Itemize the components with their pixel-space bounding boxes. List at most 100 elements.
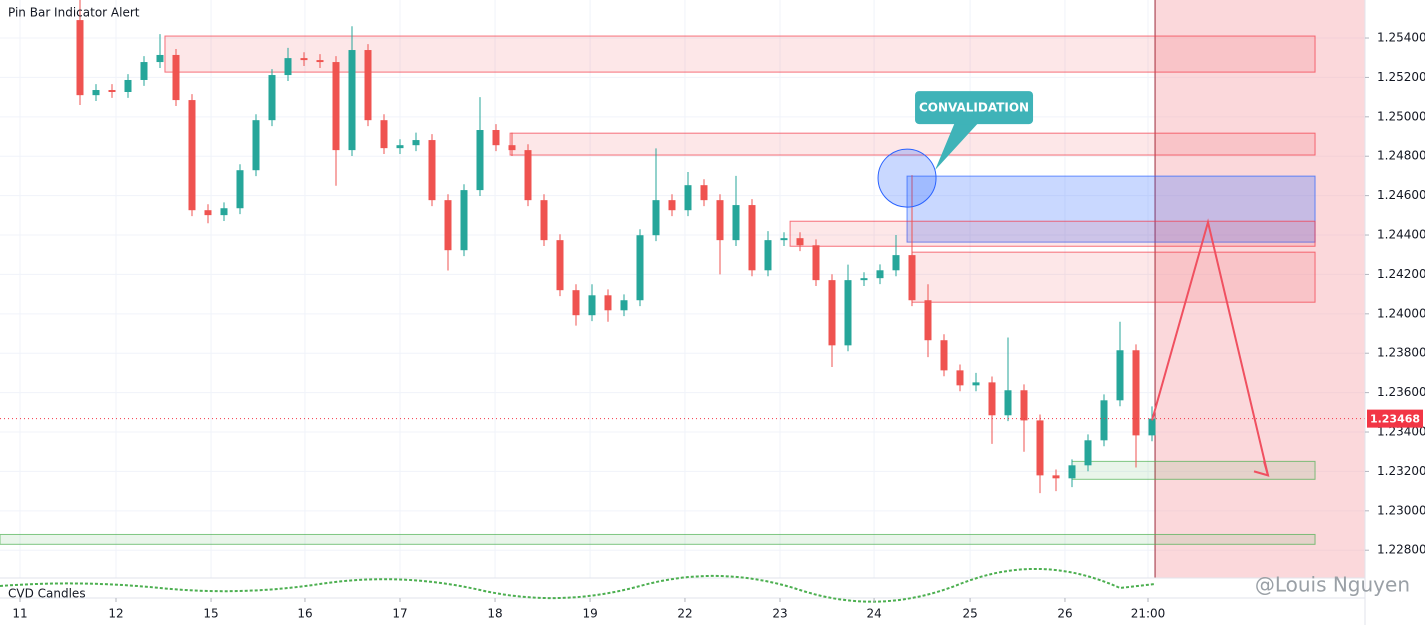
candle-body [268, 75, 276, 121]
candle-body [780, 238, 788, 241]
candle-body [540, 200, 548, 241]
y-tick-label: 1.23800 [1377, 346, 1425, 360]
callout-pointer [935, 122, 980, 171]
candle-body [844, 280, 852, 346]
x-tick-label: 16 [297, 607, 312, 621]
candle-body [188, 100, 196, 211]
candle-body [988, 382, 996, 416]
x-tick-label: 23 [772, 607, 787, 621]
y-tick-label: 1.23200 [1377, 464, 1425, 478]
y-tick-label: 1.23400 [1377, 425, 1425, 439]
candle-body [700, 185, 708, 201]
candle-body [652, 200, 660, 236]
candle-body [76, 20, 84, 96]
candle-body [812, 245, 820, 281]
candle-body [140, 62, 148, 80]
y-tick-label: 1.23000 [1377, 503, 1425, 517]
x-tick-label: 21:00 [1131, 607, 1166, 621]
x-tick-label: 26 [1057, 607, 1072, 621]
candle-body [1116, 350, 1124, 401]
x-tick-label: 18 [487, 607, 502, 621]
x-tick-label: 24 [866, 607, 881, 621]
candle-body [508, 145, 516, 151]
candle-body [604, 295, 612, 311]
candle-body [92, 90, 100, 96]
candle-body [316, 60, 324, 63]
candle-body [732, 205, 740, 241]
candle-body [108, 90, 116, 92]
candle-body [956, 370, 964, 386]
y-tick-label: 1.22800 [1377, 543, 1425, 557]
candle-body [764, 240, 772, 271]
annotation-circle [877, 148, 937, 208]
candle-body [124, 79, 132, 92]
indicator-label: CVD Candles [8, 587, 86, 601]
callout-text: CONVALIDATION [919, 101, 1029, 115]
candle-body [1132, 350, 1140, 436]
candle-body [204, 210, 212, 216]
candle-body [396, 145, 404, 149]
projection-arrow [1151, 218, 1269, 476]
last-price-box [1367, 409, 1423, 428]
candle-body [1036, 420, 1044, 476]
candle-body [252, 120, 260, 171]
watermark: @Louis Nguyen [1255, 573, 1410, 597]
candle-body [1068, 465, 1076, 479]
candle-body [1052, 475, 1060, 479]
candle-body [828, 280, 836, 346]
y-tick-label: 1.24400 [1377, 228, 1425, 242]
candle-body [524, 150, 532, 201]
candle-body [684, 185, 692, 211]
price-zone [164, 35, 1316, 73]
price-zone [0, 533, 1316, 545]
candle-body [284, 58, 292, 76]
price-zone [1071, 460, 1316, 480]
candle-body [924, 300, 932, 341]
candle-body [860, 278, 868, 281]
candle-body [940, 340, 948, 371]
y-tick-label: 1.24000 [1377, 306, 1425, 320]
candle-body [716, 200, 724, 241]
arrow-head [1253, 461, 1270, 477]
candle-body [492, 130, 500, 146]
candle-body [1148, 418, 1156, 436]
plot-area [0, 0, 1365, 578]
candle-body [332, 62, 340, 151]
candle-body [636, 235, 644, 301]
x-tick-label: 15 [203, 607, 218, 621]
x-tick-label: 17 [392, 607, 407, 621]
x-tick-label: 11 [12, 607, 27, 621]
candle-body [380, 120, 388, 149]
candle-body [876, 270, 884, 279]
candle-body [892, 255, 900, 271]
x-tick-label: 25 [962, 607, 977, 621]
candle-body [796, 238, 804, 246]
candle-body [972, 382, 980, 386]
x-tick-label: 22 [677, 607, 692, 621]
callout-box [915, 91, 1034, 125]
price-zone [509, 132, 1316, 156]
candle-body [156, 54, 164, 63]
y-tick-label: 1.23600 [1377, 385, 1425, 399]
candle-body [476, 130, 484, 191]
candle-body [668, 200, 676, 211]
candle-body [220, 208, 228, 216]
candle-body [236, 170, 244, 209]
y-tick-label: 1.24200 [1377, 267, 1425, 281]
chart-title: Pin Bar Indicator Alert [8, 6, 140, 20]
y-tick-label: 1.24600 [1377, 188, 1425, 202]
price-zone [906, 175, 1316, 243]
candle-body [412, 140, 420, 146]
candle-body [1004, 390, 1012, 416]
candle-body [348, 50, 356, 151]
cvd-strip [0, 568, 1156, 603]
candle-body [748, 205, 756, 271]
candle-body [460, 190, 468, 251]
candle-body [1084, 440, 1092, 466]
price-zone [789, 220, 1316, 247]
price-zone [911, 251, 1316, 303]
candle-body [1020, 390, 1028, 421]
